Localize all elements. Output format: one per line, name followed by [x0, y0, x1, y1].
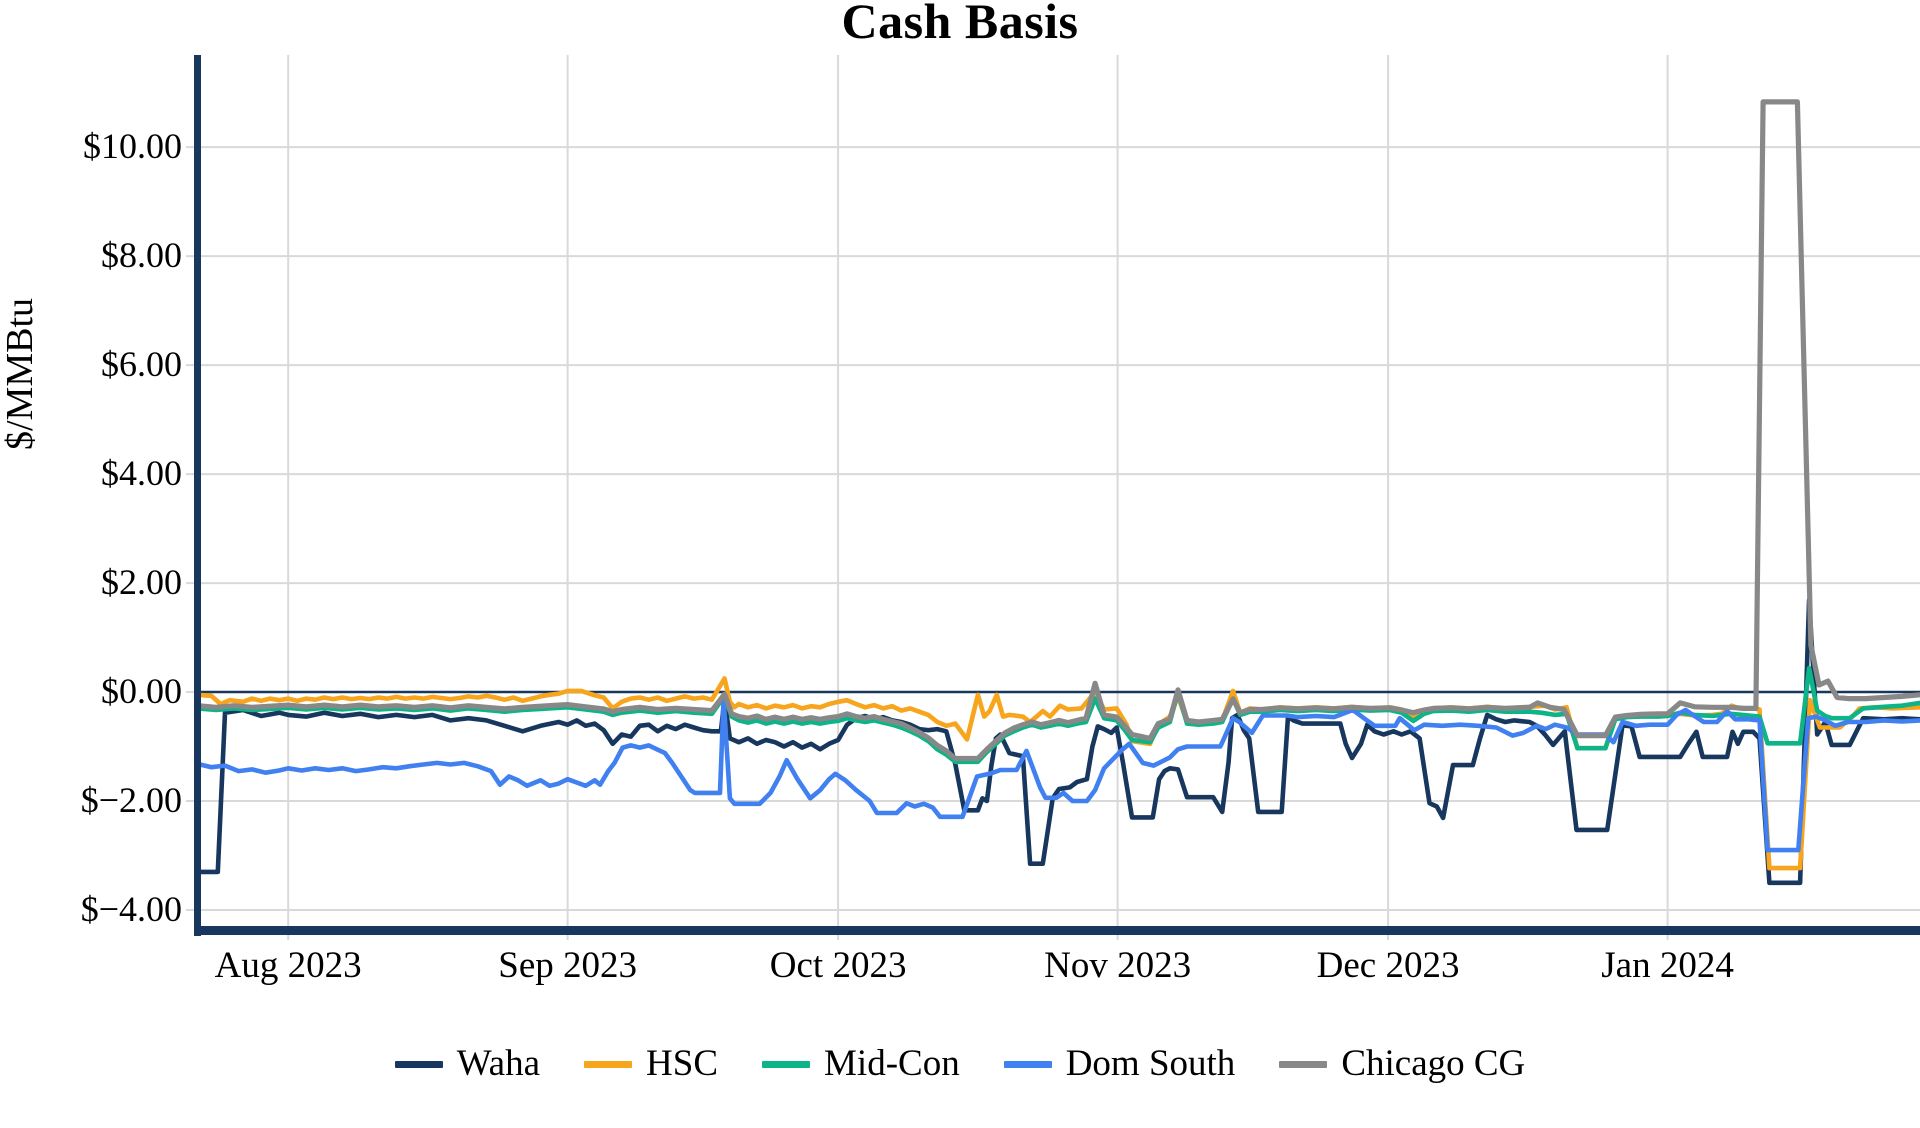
legend-item-chicago: Chicago CG — [1279, 1040, 1525, 1088]
legend-swatch-hsc — [584, 1060, 633, 1068]
legend-label-chicago: Chicago CG — [1341, 1043, 1526, 1084]
legend-swatch-midcon — [762, 1060, 811, 1068]
y-tick-label: $−4.00 — [80, 889, 182, 930]
legend-label-hsc: HSC — [646, 1043, 719, 1084]
x-tick-label: Dec 2023 — [1316, 945, 1460, 986]
legend-label-waha: Waha — [456, 1043, 541, 1084]
y-tick-label: $4.00 — [101, 453, 182, 494]
legend-swatch-chicago — [1279, 1060, 1328, 1068]
x-tick-label: Aug 2023 — [214, 945, 362, 986]
legend-item-domsouth: Dom South — [1003, 1040, 1236, 1088]
legend-label-domsouth: Dom South — [1065, 1043, 1236, 1084]
legend-label-midcon: Mid-Con — [824, 1043, 960, 1084]
y-axis-spine — [194, 55, 201, 936]
x-tick-label: Oct 2023 — [769, 945, 907, 986]
series-line-waha — [195, 597, 1920, 886]
y-tick-label: $8.00 — [101, 235, 182, 276]
y-tick-label: $0.00 — [101, 671, 182, 712]
x-tick-label: Jan 2024 — [1601, 945, 1734, 986]
chart-title: Cash Basis — [841, 0, 1079, 49]
legend-item-hsc: HSC — [584, 1040, 718, 1088]
legend: Waha HSC Mid-Con Dom South Chicago CG — [0, 1040, 1920, 1088]
y-tick-label: $2.00 — [101, 562, 182, 603]
x-tick-label: Nov 2023 — [1044, 945, 1192, 986]
y-tick-label: $6.00 — [101, 344, 182, 385]
x-axis-spine — [194, 926, 1920, 935]
x-tick-label: Sep 2023 — [498, 945, 638, 986]
legend-swatch-domsouth — [1003, 1060, 1052, 1068]
series-line-chicago — [195, 99, 1920, 762]
series-line-domsouth — [195, 696, 1920, 853]
y-tick-label: $−2.00 — [80, 780, 182, 821]
legend-item-waha: Waha — [394, 1040, 541, 1088]
legend-swatch-waha — [394, 1060, 443, 1068]
y-tick-label: $10.00 — [83, 126, 182, 167]
legend-item-midcon: Mid-Con — [762, 1040, 960, 1088]
